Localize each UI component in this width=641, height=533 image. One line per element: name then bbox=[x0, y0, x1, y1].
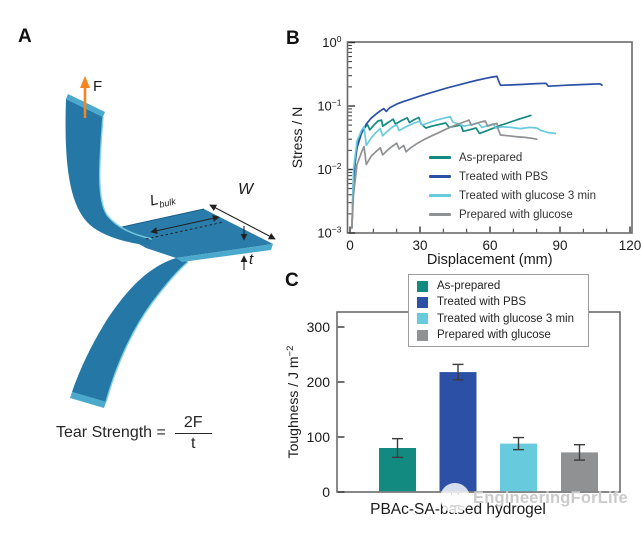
legend-line-swatch bbox=[429, 156, 451, 159]
panel-b-label: B bbox=[286, 28, 300, 49]
legend-line-swatch bbox=[429, 175, 451, 178]
watermark-logo-icon: · · ‿ bbox=[440, 483, 470, 513]
specimen-lower-strip bbox=[70, 258, 189, 408]
legend-label: Prepared with glucose bbox=[437, 329, 551, 342]
legend-item: As-prepared bbox=[417, 278, 588, 294]
watermark-text: EngineeringForLife bbox=[473, 488, 628, 507]
width-label: W bbox=[238, 181, 254, 198]
svg-text:0: 0 bbox=[322, 484, 330, 500]
legend-label: Treated with PBS bbox=[459, 170, 549, 183]
force-arrow bbox=[80, 76, 90, 118]
panel-a-label: A bbox=[18, 26, 32, 47]
svg-text:10−1: 10−1 bbox=[317, 98, 341, 114]
formula-denominator: t bbox=[174, 432, 212, 453]
legend-item: Treated with glucose 3 min bbox=[417, 311, 588, 327]
legend-square-swatch bbox=[417, 313, 428, 325]
svg-text:Displacement (mm): Displacement (mm) bbox=[427, 252, 553, 268]
legend-label: Treated with glucose 3 min bbox=[437, 312, 575, 325]
legend-line-swatch bbox=[429, 194, 451, 197]
svg-text:60: 60 bbox=[482, 238, 497, 253]
thickness-label: t bbox=[249, 251, 254, 268]
legend-item: Treated with PBS bbox=[417, 294, 588, 310]
svg-text:30: 30 bbox=[412, 238, 427, 253]
legend-square-swatch bbox=[417, 296, 428, 308]
legend-square-swatch bbox=[417, 280, 428, 292]
svg-text:100: 100 bbox=[307, 429, 331, 445]
formula-fraction: 2F t bbox=[174, 414, 212, 453]
legend-item: Treated with glucose 3 min bbox=[429, 186, 596, 205]
force-label: F bbox=[93, 78, 103, 95]
legend-item: Prepared with glucose bbox=[417, 327, 588, 343]
legend-item: As-prepared bbox=[429, 148, 596, 167]
legend-item: Treated with PBS bbox=[429, 167, 596, 186]
legend-label: As-prepared bbox=[437, 280, 501, 293]
line-chart-legend: As-prepared Treated with PBS Treated wit… bbox=[429, 148, 596, 224]
svg-text:120: 120 bbox=[619, 238, 641, 253]
svg-text:200: 200 bbox=[307, 374, 331, 390]
panel-c-label: C bbox=[285, 270, 299, 291]
watermark: · · ‿ EngineeringForLife bbox=[440, 483, 628, 513]
formula-numerator: 2F bbox=[183, 414, 203, 431]
svg-text:90: 90 bbox=[552, 238, 567, 253]
svg-text:Toughness / J m−2: Toughness / J m−2 bbox=[285, 346, 301, 459]
svg-text:100: 100 bbox=[322, 34, 341, 50]
legend-label: Treated with glucose 3 min bbox=[459, 189, 597, 202]
legend-square-swatch bbox=[417, 329, 428, 341]
legend-item: Prepared with glucose bbox=[429, 205, 596, 224]
width-annotation bbox=[209, 204, 276, 240]
svg-text:10−3: 10−3 bbox=[317, 225, 341, 241]
svg-text:Stress / N: Stress / N bbox=[289, 107, 305, 168]
svg-text:300: 300 bbox=[307, 319, 331, 335]
tear-strength-formula: Tear Strength = 2F t bbox=[56, 414, 212, 453]
bar-chart-legend: As-prepared Treated with PBS Treated wit… bbox=[408, 274, 589, 348]
svg-text:10−2: 10−2 bbox=[317, 161, 341, 177]
svg-text:0: 0 bbox=[346, 238, 354, 253]
legend-label: Prepared with glucose bbox=[459, 208, 573, 221]
legend-label: As-prepared bbox=[459, 151, 523, 164]
formula-lhs: Tear Strength = bbox=[56, 424, 166, 442]
legend-label: Treated with PBS bbox=[437, 296, 527, 309]
legend-line-swatch bbox=[429, 213, 451, 216]
